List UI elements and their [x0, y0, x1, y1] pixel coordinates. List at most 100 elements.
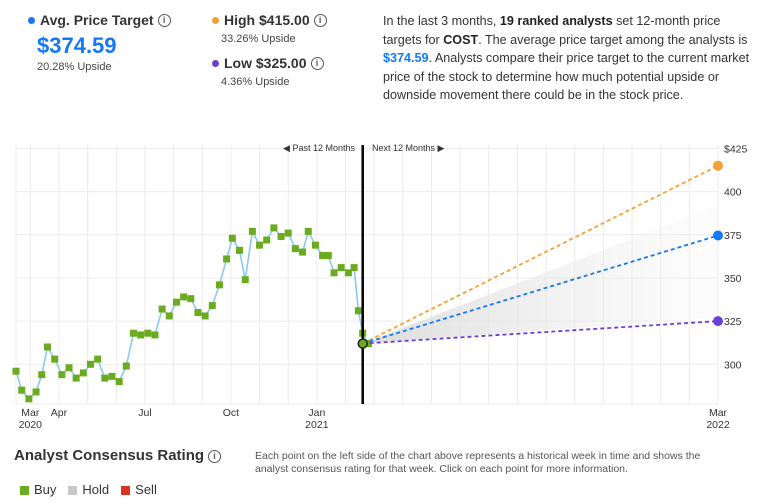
info-icon[interactable]: i: [313, 14, 327, 28]
x-tick-year: 2021: [305, 419, 329, 431]
rating-point-buy: [115, 378, 123, 386]
rating-point-buy: [215, 281, 223, 289]
x-tick-label: Mar: [709, 407, 728, 419]
x-tick-label: Mar: [21, 407, 40, 419]
desc-analysts: 19 ranked analysts: [499, 14, 613, 28]
x-tick-label: Jan: [308, 407, 325, 419]
avg-dot: [28, 17, 35, 25]
legend-label: Buy: [34, 482, 57, 497]
rating-point-buy: [284, 229, 292, 237]
rating-title: Analyst Consensus Rating: [14, 447, 205, 464]
low-dot: [212, 60, 219, 68]
target-endpoint: [713, 230, 723, 241]
low-upside: 4.36% Upside: [221, 76, 290, 88]
target-line: [362, 234, 719, 345]
rating-point-buy: [330, 269, 338, 277]
legend-swatch: [121, 486, 131, 496]
rating-point-buy: [291, 245, 299, 253]
avg-target-block: Avg. Price Target i $374.59 20.28% Upside: [28, 12, 171, 73]
rating-point-buy: [324, 252, 332, 260]
rating-point-buy: [270, 224, 278, 232]
info-icon[interactable]: i: [208, 449, 222, 463]
rating-point-buy: [86, 360, 94, 368]
rating-point-buy: [72, 374, 80, 382]
rating-note: Each point on the left side of the chart…: [255, 450, 701, 475]
left-arrow-icon: ◀: [283, 143, 290, 153]
rating-point-buy: [304, 227, 312, 235]
rating-point-buy: [337, 264, 345, 272]
rating-point-buy: [58, 371, 66, 379]
info-icon[interactable]: i: [310, 57, 324, 71]
x-tick-label: Oct: [223, 407, 239, 419]
rating-point-buy: [18, 386, 26, 394]
rating-point-buy: [38, 371, 46, 379]
target-line: [362, 320, 719, 345]
rating-point-buy: [350, 264, 358, 272]
rating-point-buy: [122, 362, 130, 370]
rating-point-buy: [311, 241, 319, 249]
desc-part: set 12-month price targets for: [383, 14, 721, 47]
rating-point-buy: [344, 269, 352, 277]
desc-part: In the last 3 months,: [383, 14, 500, 28]
rating-point-buy: [137, 331, 145, 339]
rating-point-buy: [79, 369, 87, 377]
rating-point-buy: [235, 246, 243, 254]
rating-point-buy: [25, 395, 33, 403]
rating-point-buy: [151, 331, 159, 339]
avg-label: Avg. Price Target: [40, 12, 154, 28]
y-tick-label: 400: [724, 187, 742, 199]
rating-point-buy: [32, 388, 40, 396]
rating-point-buy: [44, 343, 52, 351]
x-tick-year: 2020: [19, 419, 43, 431]
rating-point-buy: [108, 372, 116, 380]
rating-point-buy: [129, 329, 137, 337]
rating-point-buy: [158, 305, 166, 313]
description-text: In the last 3 months, 19 ranked analysts…: [383, 12, 751, 105]
desc-part: . The average price target among the ana…: [478, 32, 748, 47]
next-label-text: Next 12 Months: [372, 143, 436, 153]
rating-point-buy: [208, 302, 216, 310]
rating-point-buy: [364, 340, 372, 348]
rating-point-buy: [354, 307, 362, 315]
legend-swatch: [68, 486, 78, 496]
y-tick-label: 375: [724, 230, 742, 242]
forecast-cone: [362, 205, 718, 344]
current-price-marker: [357, 338, 368, 349]
desc-price: $374.59: [383, 51, 429, 65]
rating-point-buy: [180, 293, 188, 301]
y-tick-label: 350: [724, 273, 742, 285]
next-12-months-label: Next 12 Months ▶: [372, 143, 444, 154]
target-line: [362, 164, 719, 345]
x-tick-label: Apr: [51, 407, 68, 419]
legend-label: Sell: [135, 482, 157, 497]
target-endpoint: [713, 316, 723, 327]
rating-points: [12, 224, 372, 403]
rating-point-buy: [12, 367, 20, 375]
rating-point-buy: [277, 233, 285, 241]
current-divider: [357, 145, 368, 404]
high-label: High $415.00: [224, 12, 310, 28]
target-endpoint: [713, 160, 723, 171]
info-icon[interactable]: i: [157, 14, 171, 28]
desc-part: . Analysts compare their price target to…: [383, 51, 750, 102]
legend-item-sell: Sell: [121, 482, 157, 497]
desc-ticker: COST: [443, 32, 479, 47]
past-label-text: Past 12 Months: [292, 143, 355, 153]
rating-point-buy: [241, 276, 249, 284]
rating-point-buy: [248, 227, 256, 235]
low-label: Low $325.00: [224, 55, 307, 71]
rating-point-buy: [65, 364, 73, 372]
rating-point-buy: [223, 255, 231, 263]
legend-item-buy: Buy: [20, 482, 56, 497]
x-tick-year: 2022: [706, 419, 730, 431]
forecast-range-area: [362, 205, 718, 344]
rating-point-buy: [299, 248, 307, 256]
rating-point-buy: [172, 298, 180, 306]
legend-item-hold: Hold: [68, 482, 109, 497]
rating-point-buy: [51, 355, 59, 363]
high-upside: 33.26% Upside: [221, 33, 296, 45]
rating-title-block: Analyst Consensus Rating i: [14, 447, 222, 464]
y-tick-label: 325: [724, 316, 742, 328]
target-lines: [362, 160, 723, 345]
